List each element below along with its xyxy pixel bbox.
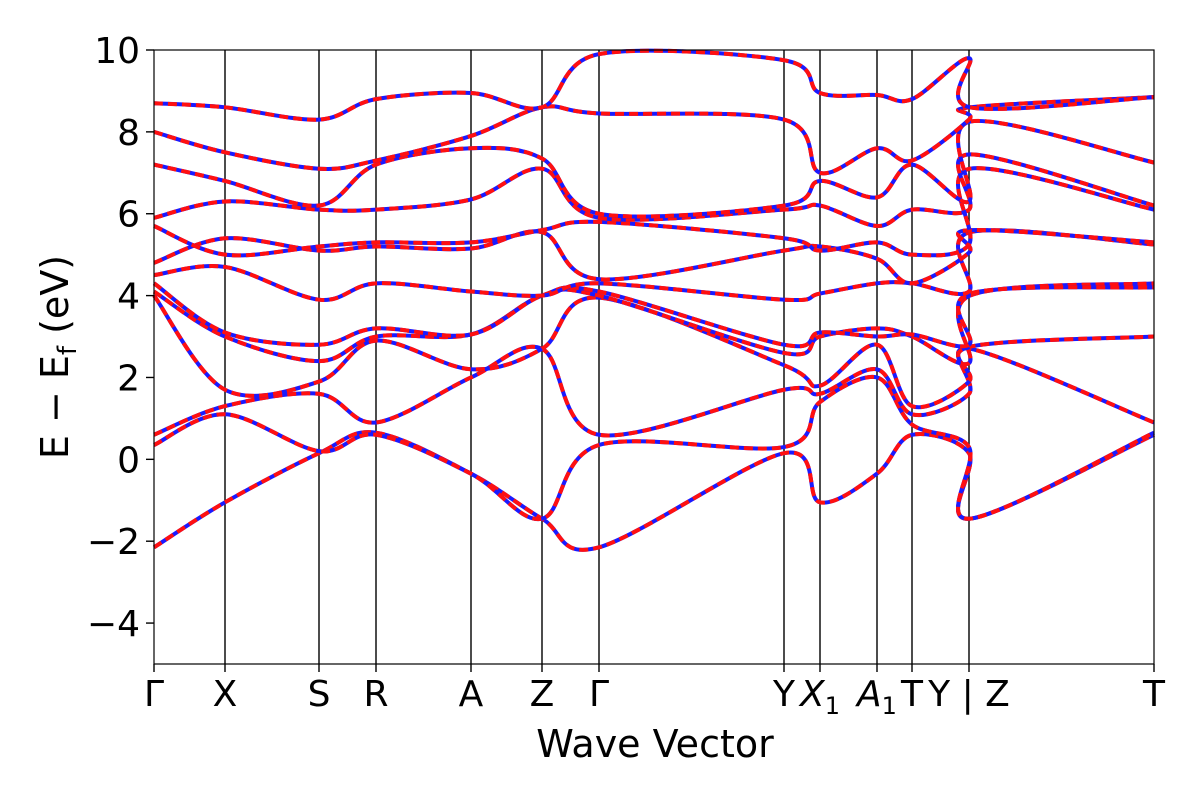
x-tick-label-7: Y (772, 674, 796, 715)
band-8 (153, 227, 1155, 286)
y-tick-label-3: 4 (117, 277, 140, 318)
band-10 (153, 152, 1155, 229)
band-9-blue (153, 166, 1155, 258)
x-tick-label-9: A1 (855, 674, 897, 720)
x-tick-label-3: R (363, 674, 388, 715)
y-axis: 10 8 6 4 2 0 −2 −4 (87, 31, 154, 645)
y-axis-title-unit: (eV) (33, 255, 77, 346)
high-symmetry-lines (224, 50, 970, 664)
x-tick-label-2: S (308, 674, 331, 715)
x-tick-label-10: T (900, 674, 924, 715)
y-tick-label-1: 8 (117, 113, 140, 154)
band-13 (153, 48, 1155, 122)
y-axis-title-sub: f (53, 345, 83, 355)
y-tick-label-5: 0 (117, 440, 140, 481)
x-tick-label-4: A (459, 674, 484, 715)
x-axis-title: Wave Vector (536, 722, 774, 766)
y-tick-label-4: 2 (117, 358, 140, 399)
y-axis-title-main: E − E (33, 355, 77, 459)
band-6 (152, 281, 1155, 349)
x-tick-label-6: Γ (589, 674, 609, 715)
plot-frame (153, 49, 1155, 665)
x-tick-label-0: Γ (144, 674, 164, 715)
band-1 (152, 430, 1155, 552)
y-axis-title: E − Ef (eV) (33, 255, 83, 459)
band-1-blue (152, 430, 1155, 552)
band-2-blue (153, 374, 1155, 521)
x-tick-label-11: Y | Z (927, 674, 1010, 715)
band-12 (153, 95, 1155, 176)
band-2 (153, 374, 1155, 521)
y-tick-label-7: −4 (87, 604, 140, 645)
band-13-blue (153, 48, 1155, 122)
y-tick-label-6: −2 (87, 522, 140, 563)
band-series (152, 48, 1155, 552)
x-tick-label-12: T (1142, 674, 1166, 715)
band-11 (153, 118, 1155, 219)
x-tick-label-8: X1 (798, 674, 840, 720)
y-tick-label-0: 10 (94, 31, 140, 72)
band-8-blue (153, 227, 1155, 286)
band-5 (152, 281, 1155, 367)
band-3 (153, 344, 1155, 438)
y-tick-label-2: 6 (117, 195, 140, 236)
band-7 (153, 228, 1155, 303)
band-6-blue (152, 281, 1155, 349)
x-tick-label-5: Z (530, 674, 555, 715)
x-tick-label-1: X (213, 674, 238, 715)
band-9 (153, 166, 1155, 258)
